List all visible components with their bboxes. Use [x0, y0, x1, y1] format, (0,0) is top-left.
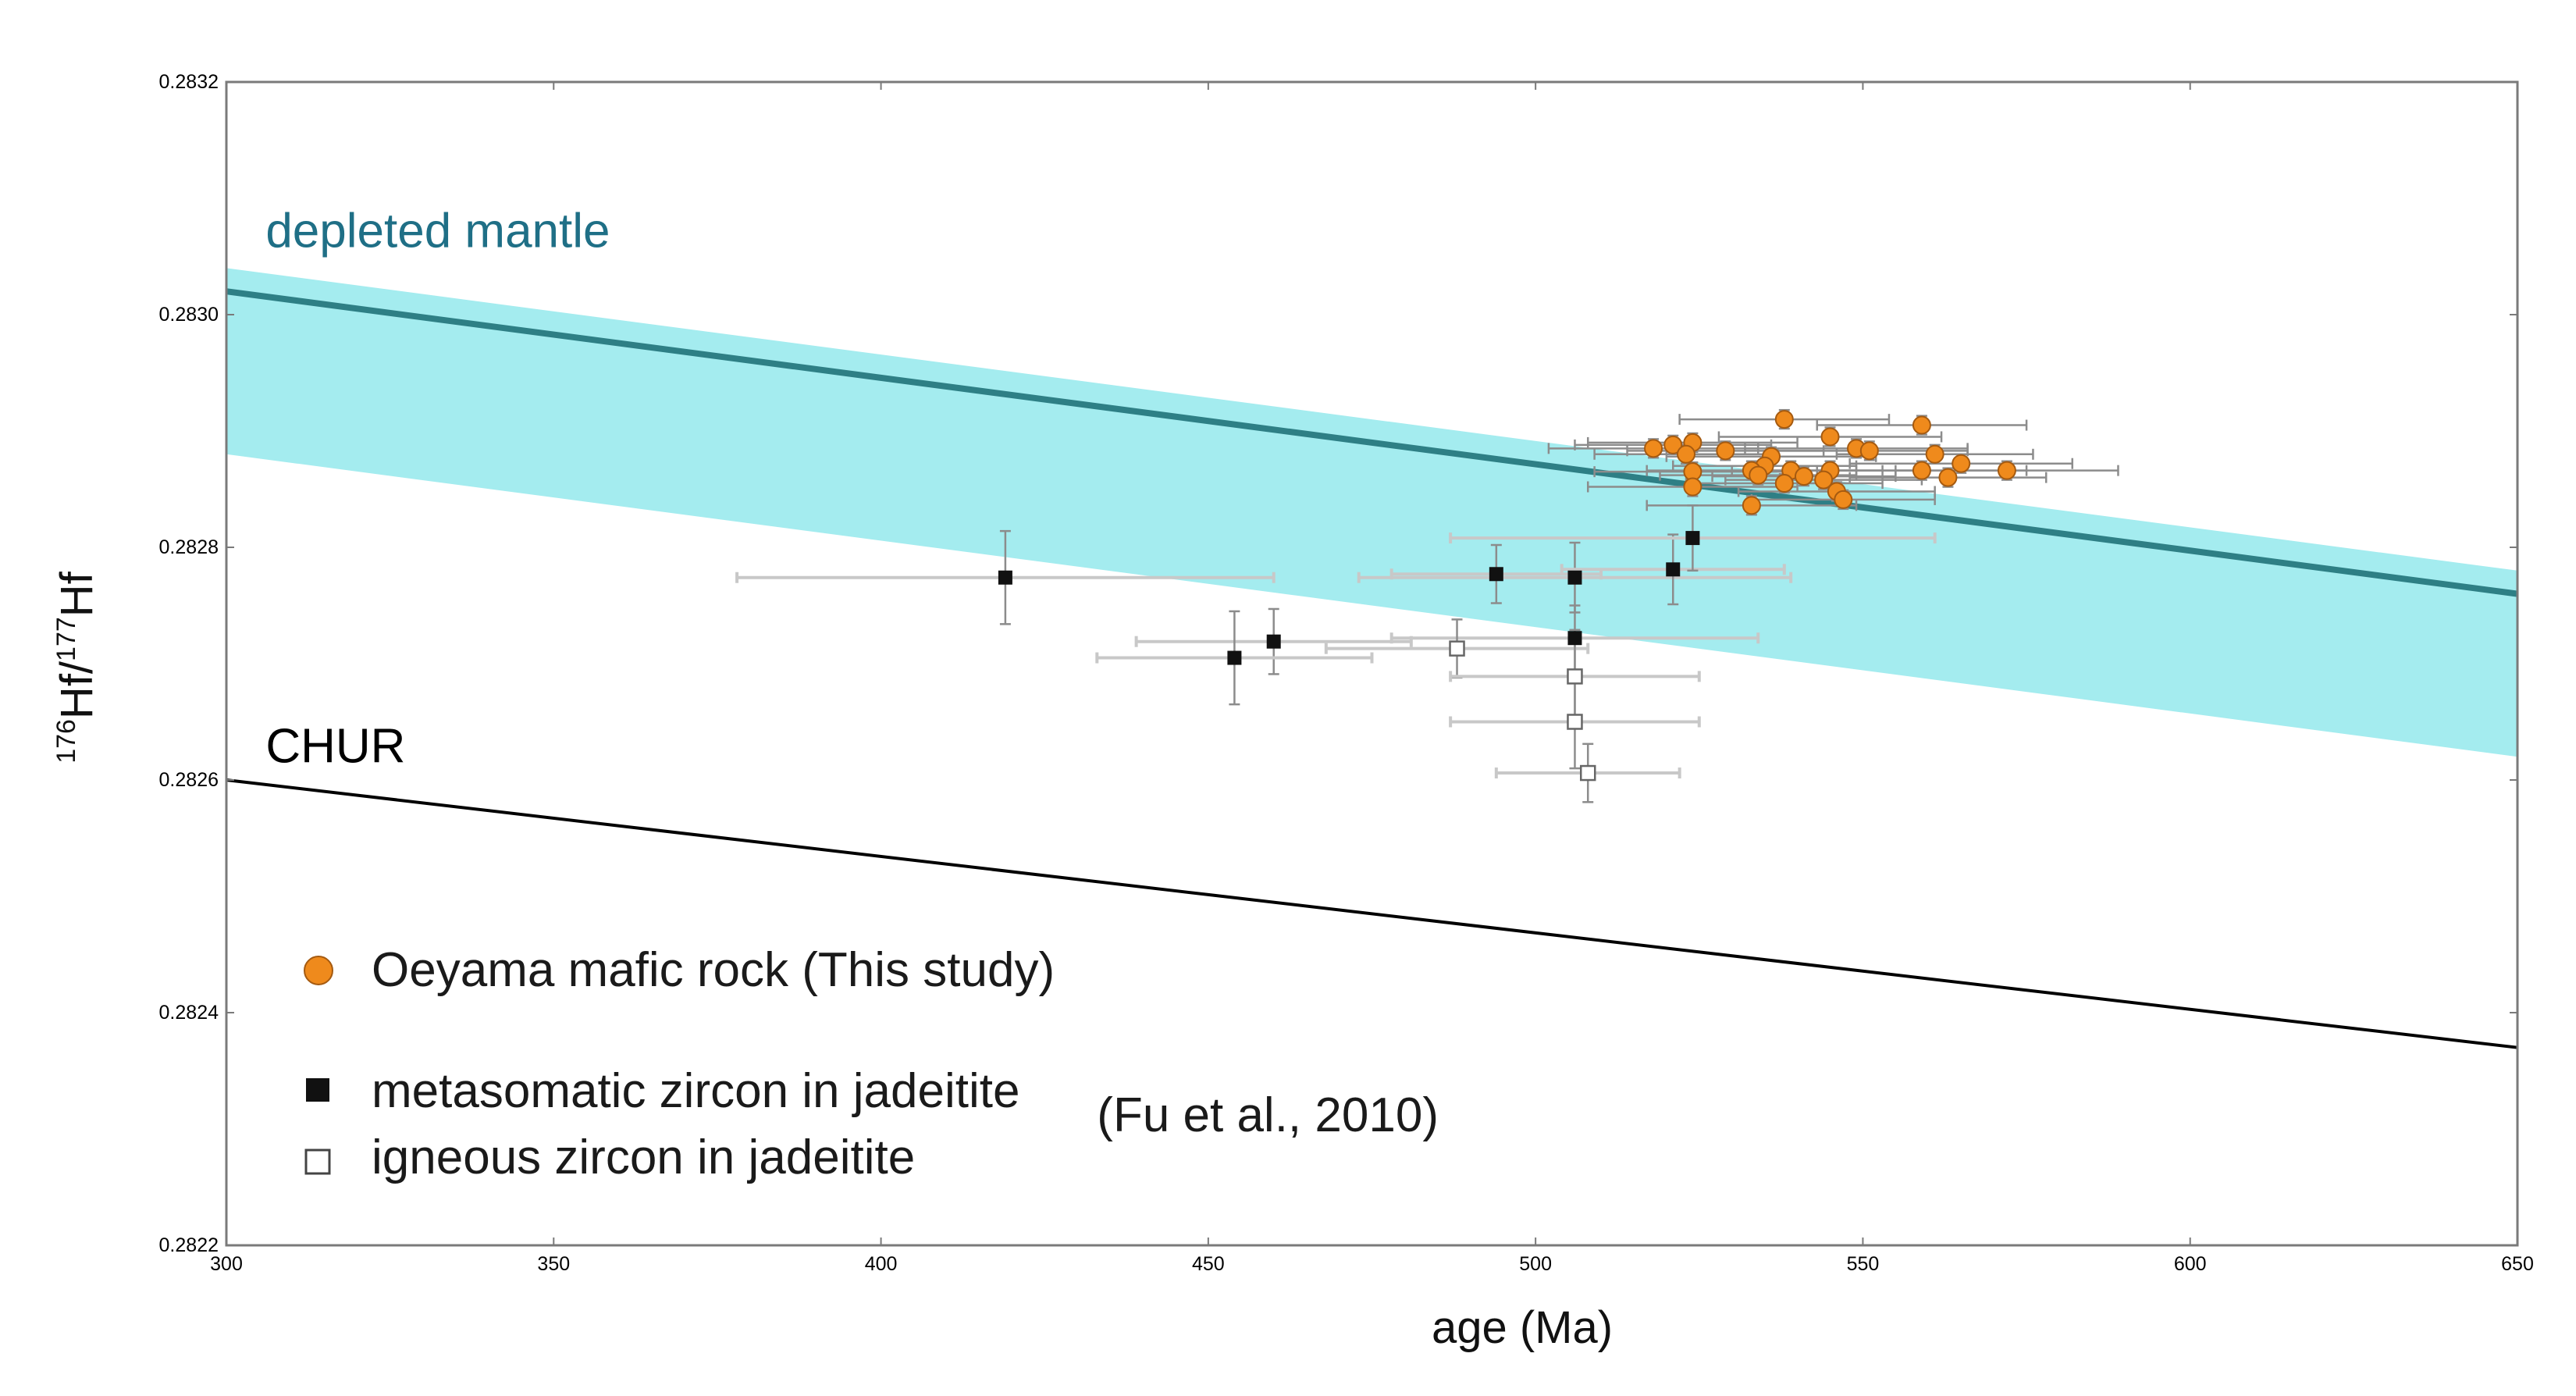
x-tick-label: 650 — [2501, 1253, 2534, 1275]
igneous-point — [1567, 668, 1583, 685]
oeyama-point — [1677, 444, 1696, 464]
oeyama-point — [1925, 444, 1944, 464]
oeyama-point — [1834, 490, 1853, 509]
oeyama-point — [1997, 461, 2016, 480]
oeyama-point — [1912, 415, 1931, 435]
axis-ticks-group: 300 350 400 450 500 550 600 650 0.2822 0.2824 0.28… — [159, 71, 2534, 1275]
legend-marker-filled-square — [306, 1078, 329, 1102]
metasomatic-point — [1567, 631, 1582, 646]
depleted-mantle-band-group — [226, 268, 2517, 757]
x-tick-label: 350 — [537, 1253, 570, 1275]
y-tick-label: 0.2830 — [159, 304, 219, 326]
x-axis-title: age (Ma) — [1432, 1302, 1613, 1353]
metasomatic-point — [1567, 570, 1582, 585]
chur-line — [226, 778, 2518, 1049]
x-tick-label: 500 — [1519, 1253, 1552, 1275]
legend-label-oeyama: Oeyama mafic rock (This study) — [372, 943, 1055, 997]
y-title-sup-176: 176 — [52, 719, 81, 764]
x-tick-label: 450 — [1192, 1253, 1225, 1275]
oeyama-point — [1663, 435, 1683, 454]
oeyama-point — [1683, 477, 1703, 497]
y-tick-label: 0.2822 — [159, 1234, 219, 1256]
model-lines-group — [226, 288, 2518, 1049]
oeyama-point — [1912, 461, 1931, 480]
oeyama-point — [1749, 465, 1768, 485]
legend-marker-orange-circle — [304, 956, 333, 985]
oeyama-point — [1774, 410, 1794, 429]
metasomatic-point — [1227, 650, 1242, 665]
igneous-point — [1449, 640, 1465, 657]
y-title-hf2: Hf — [52, 571, 102, 617]
x-tick-label: 400 — [865, 1253, 898, 1275]
metasomatic-point — [1489, 567, 1503, 582]
x-tick-label: 550 — [1847, 1253, 1880, 1275]
y-title-hf1: Hf/ — [52, 661, 102, 719]
y-tick-label: 0.2826 — [159, 769, 219, 791]
oeyama-point — [1716, 441, 1735, 461]
y-axis-title: 176Hf/177Hf — [52, 571, 102, 763]
y-tick-label: 0.2832 — [159, 71, 219, 93]
legend-label-metasomatic: metasomatic zircon in jadeitite — [372, 1064, 1019, 1118]
depleted-mantle-band — [226, 268, 2517, 757]
metasomatic-point — [1266, 634, 1281, 649]
depleted-mantle-line — [226, 288, 2518, 597]
oeyama-point — [1859, 441, 1879, 461]
markers-group — [998, 410, 2016, 782]
y-tick-label: 0.2828 — [159, 536, 219, 558]
igneous-point — [1567, 714, 1583, 730]
oeyama-point — [1938, 468, 1958, 487]
plot-frame — [225, 80, 2519, 1247]
oeyama-point — [1742, 496, 1761, 515]
depleted-mantle-label: depleted mantle — [265, 205, 610, 258]
metasomatic-point — [1685, 531, 1700, 546]
y-title-sup-177: 177 — [52, 617, 81, 661]
chur-label: CHUR — [265, 720, 405, 774]
x-tick-label: 300 — [210, 1253, 243, 1275]
oeyama-point — [1794, 467, 1813, 486]
legend-label-igneous: igneous zircon in jadeitite — [372, 1131, 915, 1184]
oeyama-point — [1820, 427, 1840, 447]
igneous-point — [1579, 764, 1596, 782]
oeyama-point — [1644, 439, 1663, 458]
metasomatic-point — [998, 570, 1012, 585]
metasomatic-point — [1666, 562, 1681, 577]
oeyama-point — [1814, 470, 1834, 490]
oeyama-point — [1952, 454, 1971, 473]
legend: Oeyama mafic rock (This study) metasomat… — [304, 943, 1055, 1184]
legend-marker-open-square — [304, 1148, 331, 1175]
y-tick-label: 0.2824 — [159, 1002, 219, 1024]
fu-citation-label: (Fu et al., 2010) — [1097, 1088, 1439, 1142]
x-tick-label: 600 — [2174, 1253, 2207, 1275]
oeyama-point — [1774, 474, 1794, 493]
